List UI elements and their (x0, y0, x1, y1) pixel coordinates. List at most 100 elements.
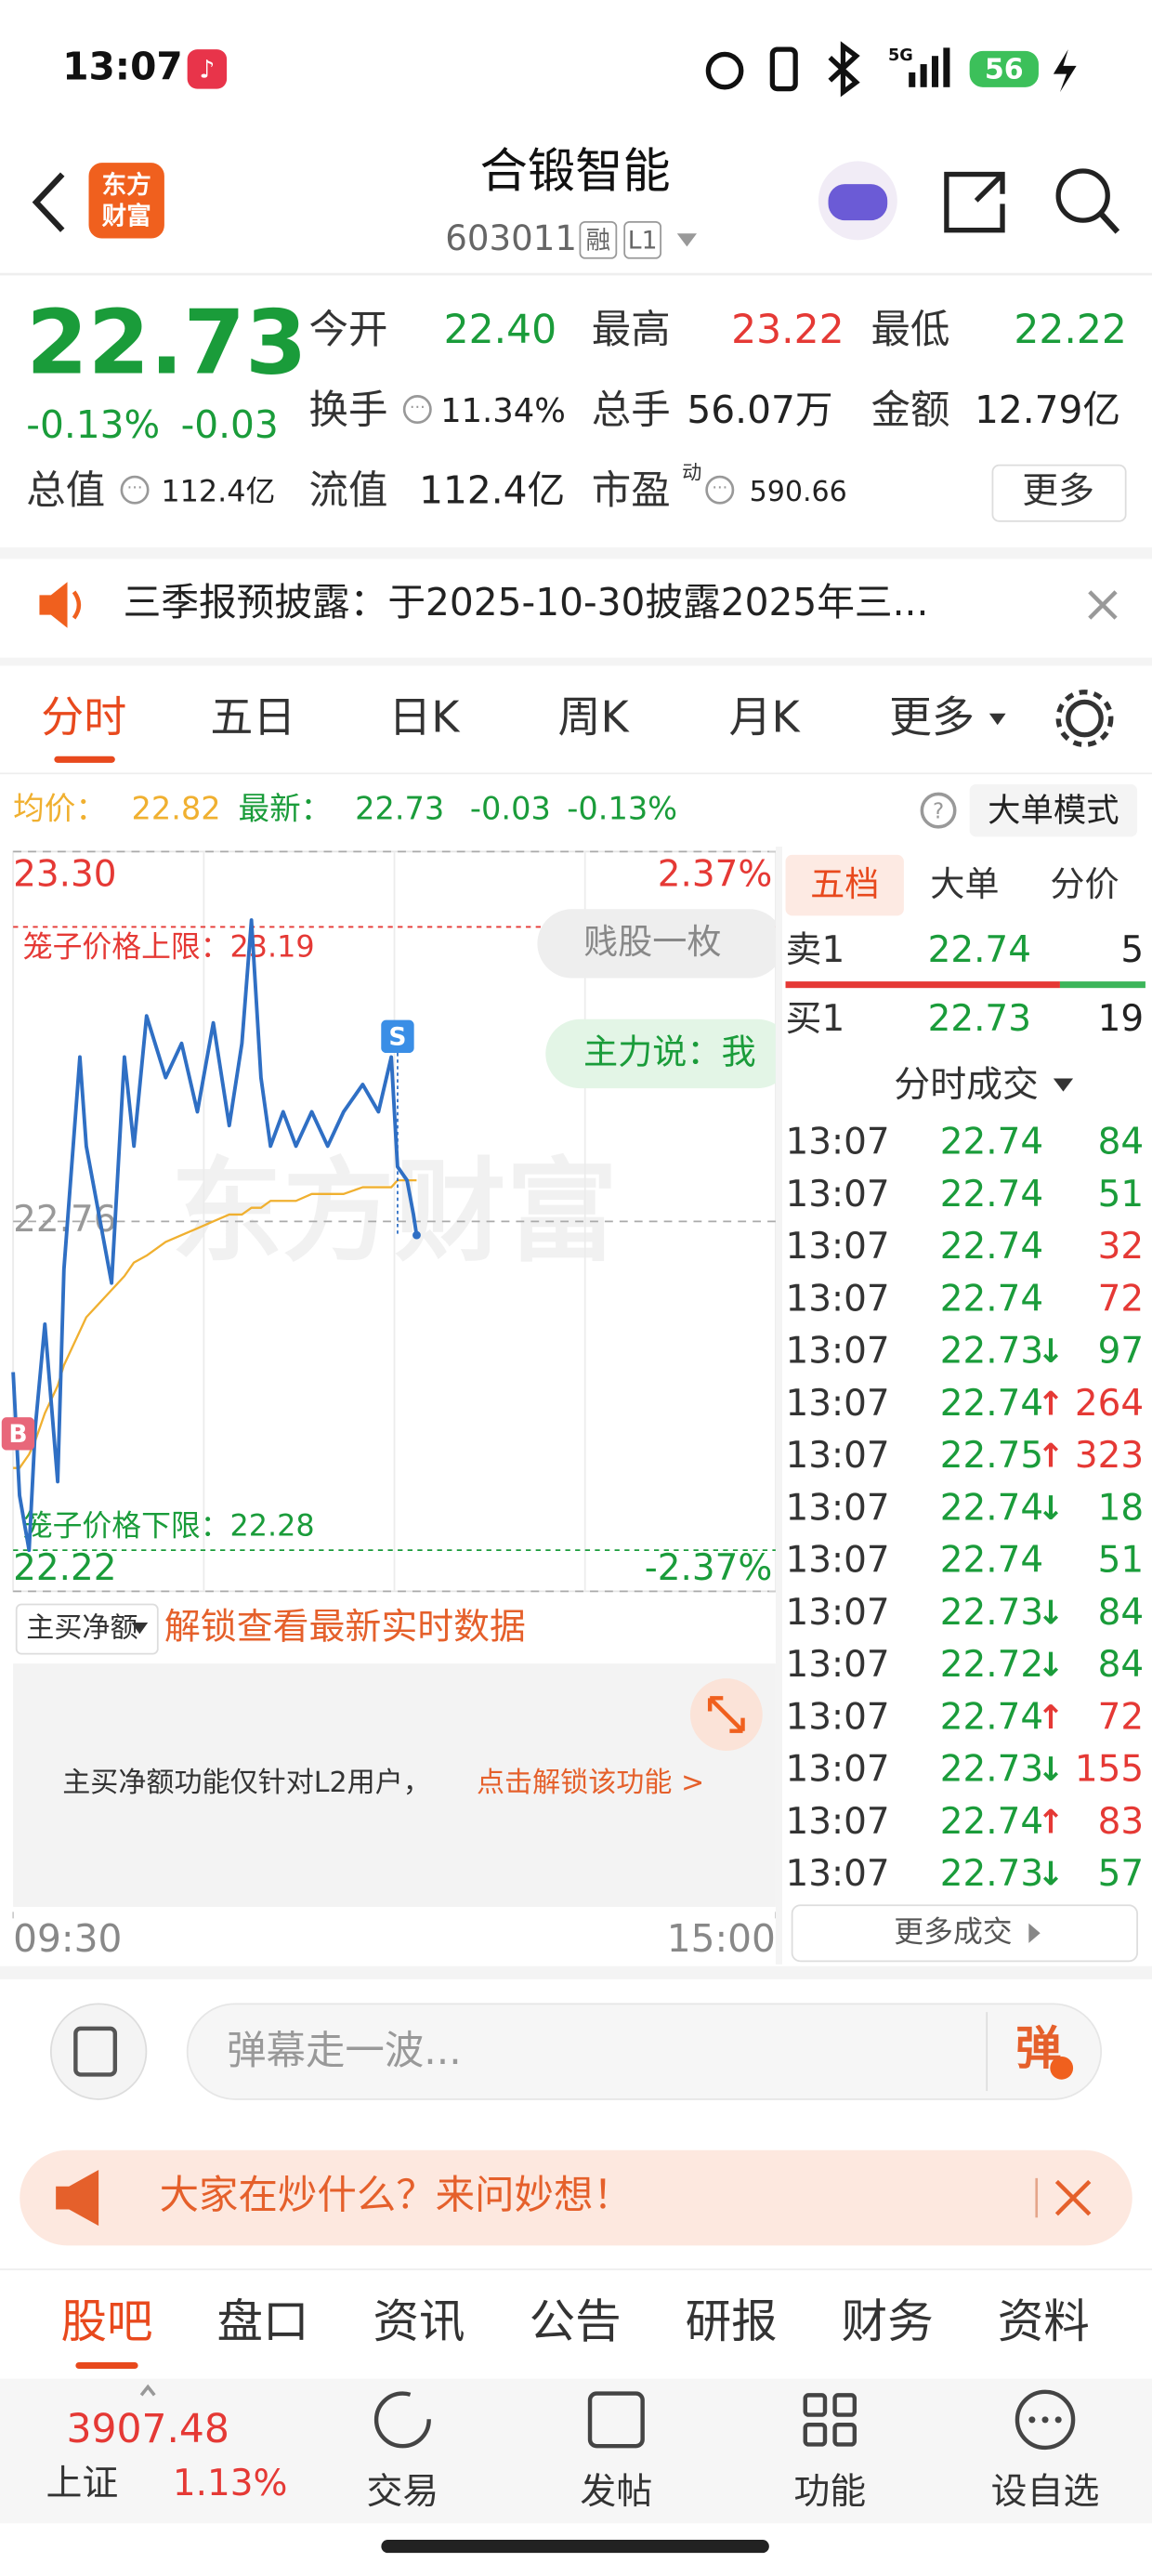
legend-avg-value: 22.82 (132, 791, 221, 827)
settings-button[interactable] (1066, 699, 1104, 738)
banner-close[interactable] (1054, 2179, 1092, 2216)
more-button-label[interactable]: 更多 (1022, 470, 1094, 512)
back-button[interactable] (32, 172, 65, 232)
trade-marker[interactable] (381, 1019, 414, 1054)
danmaku-input[interactable] (186, 2003, 1103, 2100)
close-notice[interactable] (1088, 590, 1118, 620)
legend-last-value: 22.73 (355, 791, 444, 827)
trade-price: 22.72 (940, 1644, 1043, 1686)
trade-time: 13:07 (786, 1592, 890, 1634)
section-tab[interactable]: 财务 (842, 2294, 934, 2348)
banner-icon (56, 2170, 99, 2227)
trade-time: 13:07 (786, 1540, 890, 1582)
help-icon[interactable] (920, 792, 957, 829)
field-value: 22.40 (444, 308, 556, 353)
banner-text[interactable]: 大家在炒什么？来问妙想！ (160, 2174, 633, 2219)
notice-text[interactable]: 三季报预披露：于2025-10-30披露2025年三... (124, 580, 929, 624)
sub-chart-selector[interactable] (15, 1603, 159, 1655)
nav-item[interactable]: 发帖 (580, 2471, 652, 2513)
index-value[interactable]: 3907.48 (66, 2407, 229, 2452)
limit-label: 笼子价格下限：22.28 (23, 1507, 315, 1543)
unlock-feature-link[interactable]: 点击解锁该功能 > (477, 1767, 704, 1799)
settings-gear (1055, 690, 1114, 748)
trade-time: 13:07 (786, 1853, 890, 1895)
trade-price: 22.74 (940, 1696, 1043, 1738)
trade-time: 13:07 (786, 1226, 890, 1268)
more-button[interactable] (991, 464, 1127, 522)
function-icon[interactable] (803, 2393, 857, 2447)
chart-tab[interactable]: 更多 (889, 691, 975, 742)
trade-time: 13:07 (786, 1383, 890, 1425)
nav-item[interactable]: 设自选 (991, 2471, 1100, 2513)
index-toggle[interactable] (139, 2384, 156, 2397)
book-level-label: 卖1 (786, 929, 845, 971)
section-tab[interactable]: 资料 (998, 2294, 1090, 2348)
book-tab[interactable]: 五档 (810, 864, 879, 904)
search-button[interactable] (1055, 168, 1110, 223)
status-time: 13:07 (62, 44, 182, 88)
info-icon[interactable] (402, 395, 432, 424)
info-icon[interactable] (705, 475, 735, 505)
chart-tab[interactable]: 周K (558, 691, 631, 742)
chart-tab[interactable]: 分时 (41, 691, 126, 742)
trade-time: 13:07 (786, 1435, 890, 1477)
x-tick-label: 09:30 (13, 1916, 122, 1961)
chart-tab[interactable]: 日K (388, 691, 461, 742)
nav-item[interactable]: 功能 (793, 2471, 866, 2513)
chart-tab[interactable]: 五日 (210, 691, 295, 742)
trade-price: 22.74 (940, 1174, 1043, 1216)
trade-volume: 84 (1098, 1122, 1145, 1163)
banner[interactable] (20, 2149, 1132, 2246)
field-label: 换手 (309, 388, 388, 434)
field-value: 11.34% (440, 392, 566, 430)
field-label: 金额 (871, 388, 950, 434)
share-button[interactable] (944, 171, 1005, 233)
danmaku-send[interactable]: 弹 (1015, 2021, 1062, 2075)
section-tab[interactable]: 股吧 (60, 2294, 152, 2348)
trades-title[interactable]: 分时成交 (894, 1064, 1039, 1106)
bottom-nav-bg (0, 2378, 1152, 2524)
field-label: 市盈 (592, 468, 671, 514)
field-value: 590.66 (750, 476, 847, 508)
sub-chart-selector-label[interactable]: 主买净额 (26, 1612, 137, 1645)
danmaku-settings[interactable] (49, 2003, 148, 2100)
trade-volume: 51 (1098, 1174, 1145, 1216)
section-tab[interactable]: 盘口 (217, 2294, 309, 2348)
stock-code: 603011 (445, 218, 577, 258)
watchlist-icon[interactable] (1015, 2389, 1076, 2451)
mode-button[interactable] (969, 783, 1138, 837)
trade-volume: 72 (1098, 1696, 1145, 1738)
post-icon[interactable] (587, 2391, 645, 2449)
signal-icon (909, 47, 950, 87)
book-tab[interactable]: 分价 (1050, 864, 1119, 904)
panel-divider (775, 847, 782, 1965)
chart-tab[interactable]: 月K (728, 691, 801, 742)
trade-volume: 83 (1098, 1801, 1145, 1843)
y-tick-label: 23.30 (13, 853, 116, 895)
trade-marker[interactable] (1, 1417, 35, 1451)
section-tab[interactable]: 公告 (530, 2294, 622, 2348)
info-icon[interactable] (120, 475, 150, 505)
more-dropdown[interactable] (988, 713, 1006, 726)
trade-direction: ↓ (1037, 1594, 1065, 1632)
mode-button-label[interactable]: 大单模式 (988, 792, 1119, 830)
field-label-sup: 动 (682, 462, 701, 485)
field-value: 56.07万 (687, 388, 832, 432)
danmaku-placeholder: 弹幕走一波... (227, 2029, 462, 2074)
book-tab[interactable]: 大单 (930, 864, 999, 904)
danmaku-text: 贱股一枚 (583, 922, 722, 962)
dropdown-arrow[interactable] (676, 233, 698, 247)
nav-item[interactable]: 交易 (366, 2471, 439, 2513)
unlock-link[interactable]: 解锁查看最新实时数据 (164, 1607, 526, 1649)
last-price: 22.73 (26, 290, 307, 394)
logo[interactable] (88, 163, 164, 239)
section-tab[interactable]: 资讯 (373, 2294, 465, 2348)
trade-time: 13:07 (786, 1331, 890, 1373)
more-trades-button[interactable] (791, 1904, 1138, 1963)
trade-icon[interactable] (373, 2391, 431, 2449)
more-trades-label[interactable]: 更多成交 (894, 1913, 1012, 1949)
trades-dropdown[interactable] (1053, 1078, 1074, 1092)
section-tab[interactable]: 研报 (686, 2294, 778, 2348)
